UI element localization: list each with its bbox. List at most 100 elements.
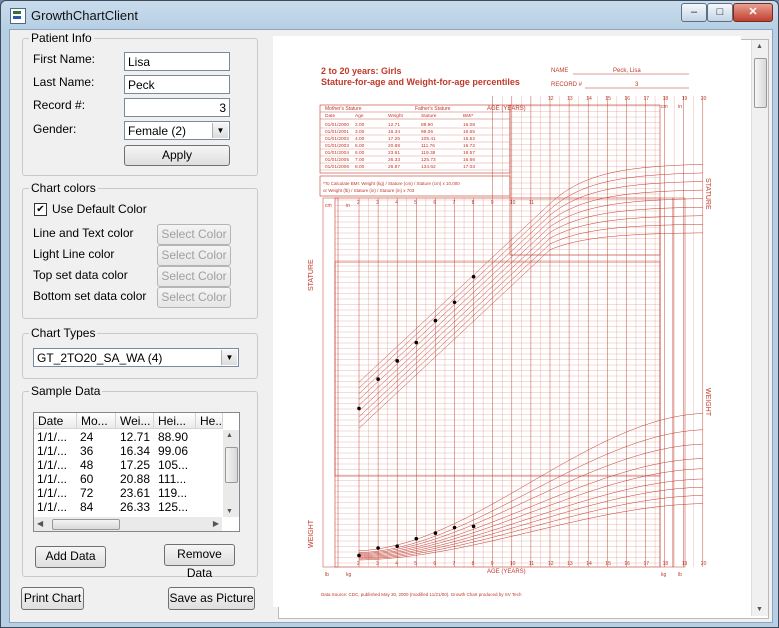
age-tick-label: 15 — [605, 96, 611, 102]
scroll-left-icon[interactable]: ◀ — [37, 519, 44, 528]
chart-title: 2 to 20 years: Girls — [321, 66, 402, 76]
table-cell: 16.08 — [463, 122, 475, 128]
chevron-down-icon[interactable]: ▼ — [221, 350, 237, 365]
column-header-head[interactable]: He... — [196, 413, 223, 429]
growth-chart: 2 to 20 years: Girls Stature-for-age and… — [273, 36, 741, 607]
stature-percentile-curve — [358, 224, 703, 423]
table-cell: 17.25 — [388, 136, 400, 142]
age-tick-label: 17 — [644, 561, 650, 567]
age-tick-label: 18 — [663, 561, 669, 567]
table-row[interactable]: 1/1/... 36 16.34 99.06 — [37, 444, 189, 458]
stature-percentile-curve — [358, 189, 703, 400]
scroll-right-icon[interactable]: ▶ — [212, 519, 219, 528]
add-data-button[interactable]: Add Data — [35, 546, 106, 568]
first-name-field[interactable]: Lisa — [124, 52, 230, 71]
side-scale — [322, 197, 339, 568]
column-header-height[interactable]: Hei... — [154, 413, 196, 429]
stature-axis-label-left: STATURE — [308, 259, 315, 291]
weight-data-point — [414, 536, 419, 541]
gender-select[interactable]: Female (2) ▼ — [124, 121, 230, 140]
chart-type-select[interactable]: GT_2TO20_SA_WA (4) ▼ — [33, 348, 239, 367]
light-line-color-button[interactable]: Select Color — [157, 245, 231, 266]
age-tick-label: 3 — [376, 200, 379, 206]
age-tick-label: 5 — [414, 200, 417, 206]
print-chart-button[interactable]: Print Chart — [21, 587, 84, 610]
chart-footer: Data Source: CDC, published May 30, 2000… — [321, 592, 522, 597]
maximize-button[interactable]: □ — [707, 3, 733, 22]
table-row[interactable]: 1/1/... 48 17.25 105... — [37, 458, 189, 472]
weight-axis-label-right: WEIGHT — [704, 388, 711, 417]
scroll-thumb[interactable] — [225, 447, 238, 483]
light-line-color-label: Light Line color — [33, 247, 115, 261]
scroll-thumb[interactable] — [754, 58, 767, 108]
age-tick-label: 6 — [433, 561, 436, 567]
stature-percentile-curve — [358, 164, 703, 383]
column-header-date[interactable]: Date — [34, 413, 77, 429]
age-tick-label: 9 — [491, 561, 494, 567]
table-cell: 99.06 — [421, 129, 433, 135]
column-header-weight[interactable]: Wei... — [116, 413, 154, 429]
bottom-set-color-button[interactable]: Select Color — [157, 287, 231, 308]
table-cell: 01/01/2005 — [325, 157, 349, 163]
record-field[interactable]: 3 — [124, 98, 230, 117]
scroll-up-icon[interactable]: ▲ — [756, 43, 763, 50]
weight-axis-label-left: WEIGHT — [308, 519, 315, 548]
remove-data-button[interactable]: Remove Data — [164, 544, 235, 580]
table-row[interactable]: 1/1/... 72 23.61 119... — [37, 486, 188, 500]
stature-percentile-curve — [358, 206, 703, 412]
top-set-color-button[interactable]: Select Color — [157, 266, 231, 287]
table-row[interactable]: 1/1/... 60 20.88 111... — [37, 472, 187, 486]
age-tick-label: 11 — [529, 200, 534, 206]
last-name-field[interactable]: Peck — [124, 75, 230, 94]
weight-percentile-curve — [358, 443, 703, 555]
age-tick-label: 4 — [395, 561, 398, 567]
vertical-scrollbar[interactable]: ▲ ▼ — [223, 430, 239, 517]
stature-percentile-curve — [358, 215, 703, 417]
table-cell: 88.90 — [421, 122, 433, 128]
save-picture-button[interactable]: Save as Picture — [168, 587, 255, 610]
title-bar[interactable]: GrowthChartClient – □ ✕ — [1, 1, 778, 29]
table-row[interactable]: 1/1/... 84 26.33 125... — [37, 500, 189, 514]
column-header-month[interactable]: Mo... — [77, 413, 116, 429]
line-text-color-button[interactable]: Select Color — [157, 224, 231, 245]
age-tick-label: 8 — [472, 561, 475, 567]
scroll-thumb-horizontal[interactable] — [52, 519, 120, 530]
stature-data-point — [414, 340, 419, 345]
age-tick-label: 2 — [357, 561, 360, 567]
stature-grid-frame — [334, 197, 661, 477]
stature-data-point — [471, 274, 476, 279]
table-cell: 01/01/2003 — [325, 143, 349, 149]
father-stature-label: Father's Stature — [415, 106, 451, 112]
bmi-note-2: or Weight (lb) / Stature (in) / Stature … — [323, 188, 415, 193]
age-tick-label: 13 — [567, 561, 573, 567]
age-axis-label-bottom: AGE (YEARS) — [487, 569, 526, 575]
age-tick-label: 14 — [586, 96, 592, 102]
stature-data-point — [452, 300, 457, 305]
sample-data-list[interactable]: Date Mo... Wei... Hei... He... 1/1/... 24… — [33, 412, 240, 532]
table-cell: 01/01/2001 — [325, 129, 349, 135]
patient-info-group: Patient Info First Name: Lisa Last Name:… — [22, 31, 258, 176]
close-button[interactable]: ✕ — [733, 3, 773, 22]
weight-percentile-curve — [358, 468, 703, 557]
table-row[interactable]: 1/1/... 24 12.71 88.90 — [37, 430, 189, 444]
unit-cm-right: cm — [661, 104, 668, 110]
weight-data-point — [452, 525, 457, 530]
age-tick-label: 16 — [624, 96, 630, 102]
age-tick-label: 5 — [414, 561, 417, 567]
chevron-down-icon[interactable]: ▼ — [212, 123, 228, 138]
scroll-down-icon[interactable]: ▼ — [226, 508, 233, 515]
horizontal-scrollbar[interactable]: ◀ ▶ — [34, 517, 222, 531]
last-name-label: Last Name: — [33, 75, 95, 89]
table-cell: 01/01/2006 — [325, 164, 349, 170]
age-tick-label: 20 — [701, 561, 707, 567]
minimize-button[interactable]: – — [681, 3, 707, 22]
apply-button[interactable]: Apply — [124, 145, 230, 166]
scroll-up-icon[interactable]: ▲ — [226, 432, 233, 439]
age-tick-label: 11 — [529, 561, 534, 567]
scroll-down-icon[interactable]: ▼ — [756, 606, 763, 613]
table-cell: 01/01/2004 — [325, 150, 349, 156]
use-default-checkbox[interactable]: ✔ — [34, 203, 47, 216]
chart-vertical-scrollbar[interactable]: ▲ ▼ — [751, 40, 768, 616]
table-cell: 01/01/2002 — [325, 136, 349, 142]
unit-kg-left: kg — [346, 572, 352, 578]
